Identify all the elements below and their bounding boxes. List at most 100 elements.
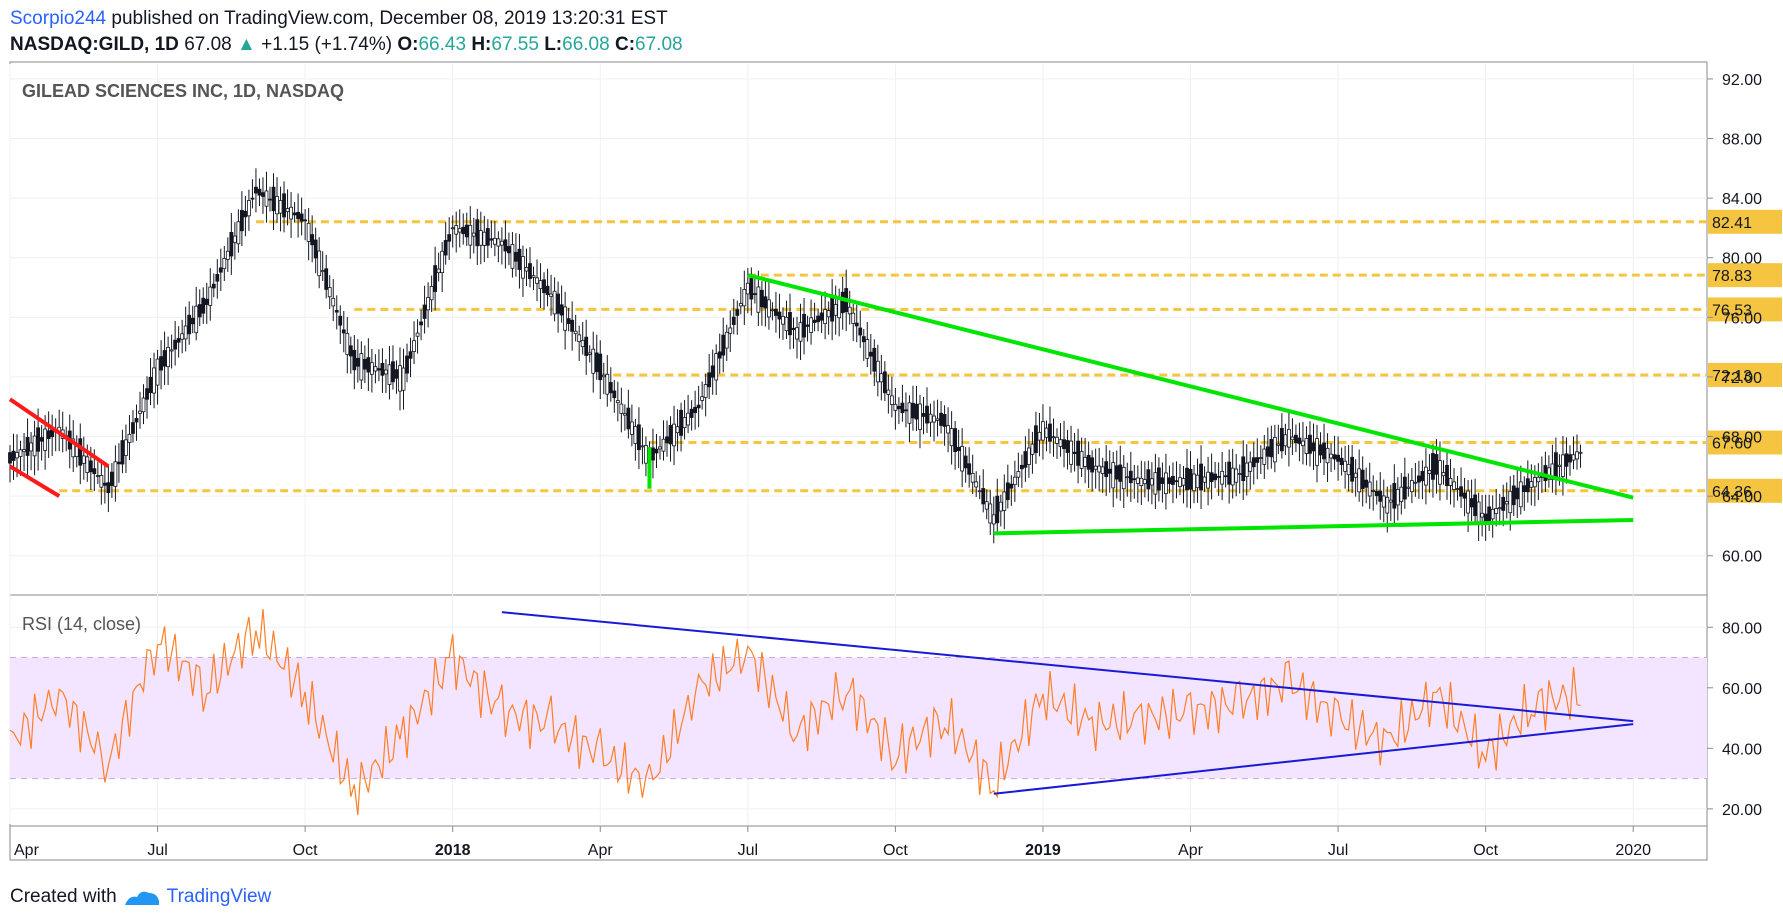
candle-body <box>1041 421 1045 441</box>
candle-body <box>707 372 712 388</box>
candle-body <box>124 439 128 456</box>
candle-body <box>1251 457 1256 468</box>
candle-body <box>1501 496 1506 511</box>
candle-body <box>211 283 216 289</box>
price-tick-label: 88.00 <box>1722 132 1762 149</box>
candle-body <box>345 333 350 355</box>
candle-body <box>1357 468 1362 493</box>
candle-body <box>64 435 69 440</box>
candle-body <box>935 418 940 421</box>
candle-body <box>1181 478 1186 486</box>
candle-body <box>204 298 209 305</box>
candle-body <box>1483 513 1488 522</box>
candle-body <box>1157 467 1161 491</box>
candle-body <box>742 289 747 307</box>
candle-body <box>1227 461 1232 485</box>
candle-body <box>861 336 866 343</box>
candle-body <box>1367 481 1372 497</box>
candle-body <box>1104 461 1109 477</box>
tradingview-link[interactable]: TradingView <box>166 886 272 907</box>
high-value: 67.55 <box>491 34 539 55</box>
red-trendline <box>8 464 61 498</box>
candle-body <box>492 237 497 245</box>
candle-body <box>1019 464 1024 470</box>
candle-body <box>440 250 445 274</box>
green-trendline <box>993 517 1634 536</box>
candle-body <box>1069 440 1073 465</box>
candle-body <box>1199 463 1203 491</box>
candle-body <box>1441 472 1446 477</box>
candle-body <box>777 311 782 320</box>
candle-body <box>222 257 227 270</box>
candle-body <box>1220 470 1225 485</box>
candle-body <box>816 315 820 323</box>
candle-body <box>528 263 532 280</box>
candle-body <box>190 317 195 325</box>
up-arrow-icon: ▲ <box>237 34 256 55</box>
candle-body <box>921 413 926 417</box>
candle-body <box>594 352 599 373</box>
candle-body <box>1255 457 1260 463</box>
candle-body <box>67 430 72 450</box>
candle-body <box>1564 453 1569 467</box>
time-tick-label: Jul <box>1328 842 1348 859</box>
candle-body <box>176 338 181 343</box>
candle-body <box>823 309 828 324</box>
time-tick-label: Jul <box>738 842 758 859</box>
candle-body <box>651 447 655 461</box>
grid-lines <box>9 64 1707 824</box>
candle-body <box>542 279 546 294</box>
candle-body <box>254 186 258 194</box>
candle-body <box>1294 434 1298 444</box>
candle-body <box>131 422 135 434</box>
candle-body <box>868 351 873 357</box>
candle-body <box>812 319 817 323</box>
candle-body <box>1318 444 1323 456</box>
candle-body <box>1494 508 1499 515</box>
candle-body <box>563 306 568 331</box>
low-label: L: <box>544 34 563 55</box>
candle-body <box>633 426 638 444</box>
candle-body <box>1286 429 1291 448</box>
rsi-band <box>10 657 1707 780</box>
candle-body <box>1388 499 1393 503</box>
candle-body <box>109 471 114 486</box>
candle-body <box>43 428 48 451</box>
candle-body <box>1301 440 1305 447</box>
candle-body <box>854 322 859 327</box>
candle-body <box>1114 465 1119 480</box>
candle-body <box>1090 457 1095 473</box>
price-tick-label: 76.00 <box>1722 310 1762 327</box>
candle-body <box>1311 442 1316 452</box>
candle-body <box>1027 447 1031 465</box>
author-link[interactable]: Scorpio244 <box>10 8 107 29</box>
candle-body <box>1399 486 1404 502</box>
candle-body <box>250 197 255 200</box>
candle-body <box>1023 451 1028 468</box>
candle-body <box>1413 481 1418 484</box>
candle-body <box>524 267 529 272</box>
price-level-label: 64.36 <box>1712 484 1752 501</box>
candle-body <box>1315 438 1319 466</box>
candle-body <box>334 310 339 313</box>
close-value: 67.08 <box>635 34 683 55</box>
candle-body <box>134 418 139 423</box>
candle-body <box>658 446 662 450</box>
candle-body <box>689 408 694 418</box>
candle-body <box>106 482 111 494</box>
candle-body <box>1452 481 1456 490</box>
rsi-title: RSI (14, close) <box>22 614 141 634</box>
candle-body <box>1304 438 1309 454</box>
candle-body <box>745 282 750 295</box>
candle-body <box>932 415 936 423</box>
candle-body <box>1125 476 1130 479</box>
candle-body <box>1332 454 1337 460</box>
candle-body <box>893 403 898 411</box>
candle-body <box>120 440 125 465</box>
candle-body <box>99 475 104 488</box>
candle-body <box>549 293 553 297</box>
candle-body <box>8 452 12 464</box>
candle-body <box>489 238 494 241</box>
candle-body <box>324 268 329 290</box>
